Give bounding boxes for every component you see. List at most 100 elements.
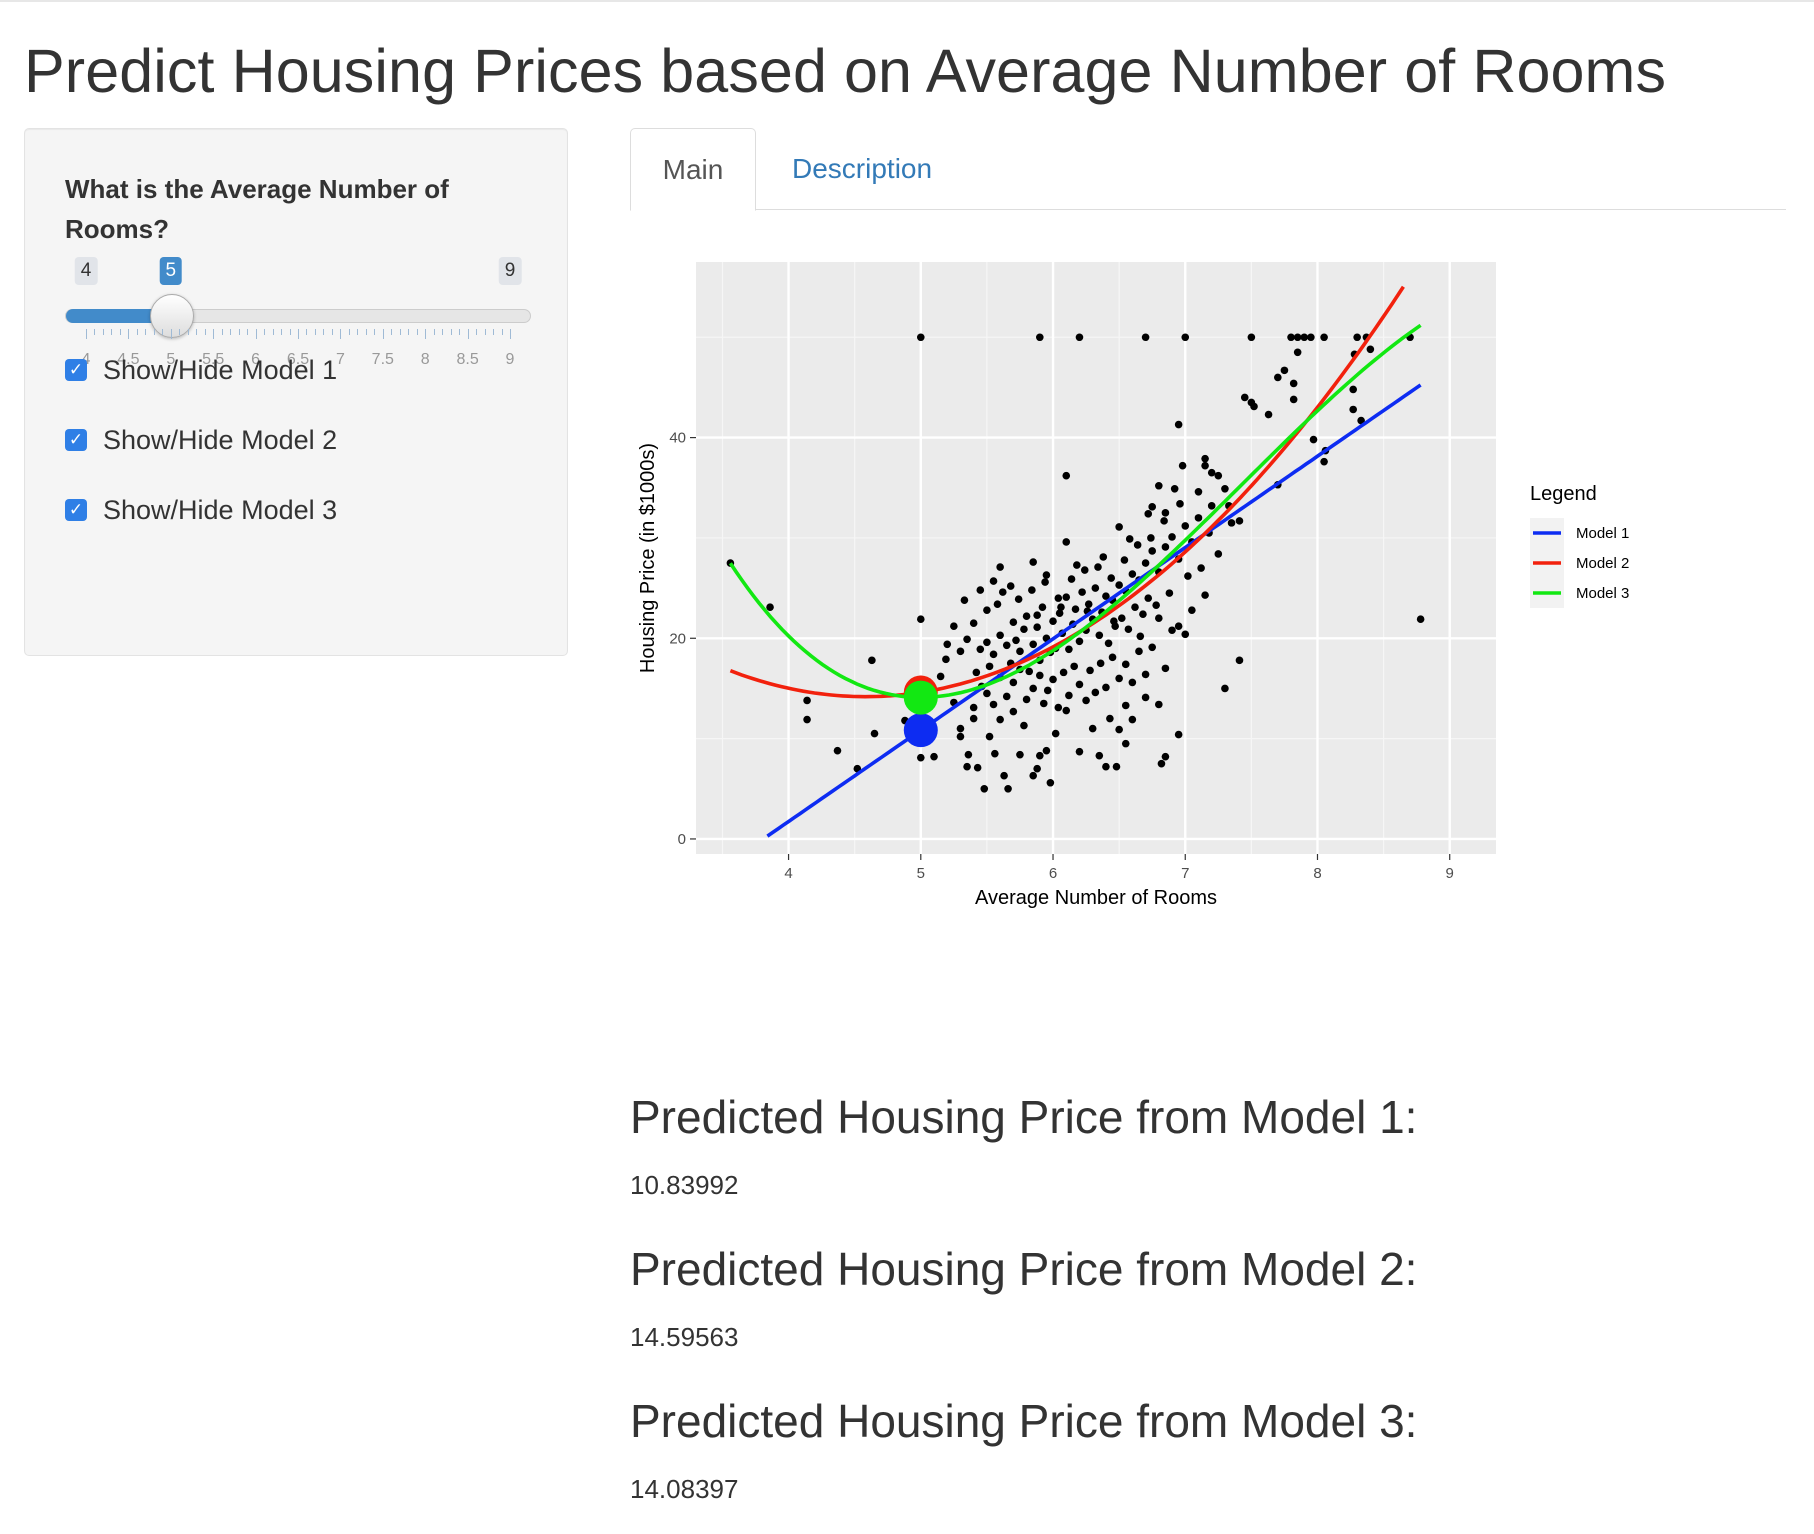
data-point xyxy=(1139,610,1147,618)
x-tick-label: 5 xyxy=(917,865,925,882)
legend-label: Model 1 xyxy=(1576,525,1629,542)
tab-bar: Main Description xyxy=(630,128,1786,211)
data-point xyxy=(989,577,998,585)
slider-handle[interactable] xyxy=(149,294,194,338)
data-point xyxy=(1184,572,1192,580)
data-point xyxy=(1181,630,1190,639)
slider-tick xyxy=(425,329,427,339)
model-3-toggle[interactable]: ✓ Show/Hide Model 3 xyxy=(65,493,337,527)
data-point xyxy=(1133,541,1142,549)
checkbox-checked-icon[interactable]: ✓ xyxy=(65,429,87,451)
slider-tick xyxy=(348,329,350,335)
slider-tick xyxy=(433,329,435,335)
data-point xyxy=(916,333,925,342)
slider-tick xyxy=(221,329,223,335)
data-point xyxy=(963,635,971,644)
slider-tick xyxy=(323,329,325,335)
data-point xyxy=(1016,750,1024,759)
data-point xyxy=(1141,693,1150,702)
data-point xyxy=(1250,402,1258,411)
rooms-slider[interactable]: 4 5 9 44.555.566.577.588.59 xyxy=(65,257,531,368)
slider-tick xyxy=(382,329,384,339)
data-point xyxy=(1235,656,1244,665)
data-point xyxy=(969,619,978,628)
data-point xyxy=(1121,701,1130,710)
data-point xyxy=(1025,667,1034,676)
legend-label: Model 2 xyxy=(1576,555,1629,572)
prediction-marker xyxy=(903,713,938,748)
y-tick-label: 0 xyxy=(678,831,686,848)
data-point xyxy=(1091,688,1100,697)
data-point xyxy=(803,715,811,724)
slider-tick xyxy=(357,329,359,335)
data-point xyxy=(1293,348,1302,357)
data-point xyxy=(1289,395,1298,404)
data-point xyxy=(993,600,1002,608)
slider-tick-label: 6 xyxy=(251,351,261,368)
data-point xyxy=(983,638,991,647)
data-point xyxy=(1029,640,1037,649)
slider-min-label: 4 xyxy=(74,257,98,285)
tab-description[interactable]: Description xyxy=(792,153,933,184)
data-point xyxy=(1120,556,1129,564)
slider-tick xyxy=(238,329,240,335)
data-point xyxy=(973,763,982,772)
slider-tick xyxy=(416,329,418,335)
slider-tick-label: 7.5 xyxy=(371,351,394,368)
data-point xyxy=(1264,410,1273,419)
slider-tick xyxy=(467,329,469,339)
data-point xyxy=(1168,533,1176,541)
data-point xyxy=(1161,509,1170,517)
data-point xyxy=(1062,471,1071,480)
slider-track[interactable] xyxy=(65,294,531,338)
slider-tick xyxy=(399,329,401,335)
data-point xyxy=(1124,625,1133,634)
data-point xyxy=(1128,715,1137,724)
data-point xyxy=(1194,487,1203,496)
data-point xyxy=(1181,522,1190,530)
data-point xyxy=(1148,643,1156,652)
data-point xyxy=(1349,405,1357,414)
data-point xyxy=(1042,746,1051,755)
model-2-prediction-heading: Predicted Housing Price from Model 2: xyxy=(630,1243,1418,1295)
data-point xyxy=(996,563,1004,571)
data-point xyxy=(1070,662,1078,671)
data-point xyxy=(1055,609,1064,617)
data-point xyxy=(983,606,991,614)
data-point xyxy=(1099,553,1108,561)
data-point xyxy=(1042,571,1051,579)
data-point xyxy=(1009,678,1018,687)
y-tick-label: 40 xyxy=(669,430,686,447)
data-point xyxy=(1002,641,1011,650)
data-point xyxy=(1096,659,1105,668)
data-point xyxy=(1240,393,1249,402)
model-2-toggle[interactable]: ✓ Show/Hide Model 2 xyxy=(65,423,337,457)
data-point xyxy=(989,700,998,709)
data-point xyxy=(1002,692,1011,701)
data-point xyxy=(1155,700,1163,709)
data-point xyxy=(964,750,973,759)
tab-main[interactable]: Main xyxy=(630,128,756,211)
data-point xyxy=(833,746,842,755)
slider-tick xyxy=(501,329,503,335)
slider-tick xyxy=(264,329,266,335)
data-point xyxy=(1201,461,1209,470)
data-point xyxy=(1020,721,1028,730)
checkbox-checked-icon[interactable]: ✓ xyxy=(65,499,87,521)
slider-tick xyxy=(365,329,367,335)
data-point xyxy=(1144,594,1153,602)
data-point xyxy=(1207,468,1216,477)
data-point xyxy=(1029,684,1037,693)
data-point xyxy=(1152,601,1160,609)
data-point xyxy=(1062,706,1071,715)
checkbox-checked-icon[interactable]: ✓ xyxy=(65,359,87,381)
data-point xyxy=(1155,614,1163,623)
data-point xyxy=(1201,591,1209,599)
data-point xyxy=(1125,535,1134,543)
data-point xyxy=(1144,510,1153,518)
model-1-toggle[interactable]: ✓ Show/Hide Model 1 xyxy=(65,353,337,387)
data-point xyxy=(1176,500,1184,508)
data-point xyxy=(1174,622,1183,631)
data-point xyxy=(1214,550,1223,558)
data-point xyxy=(1095,631,1104,640)
